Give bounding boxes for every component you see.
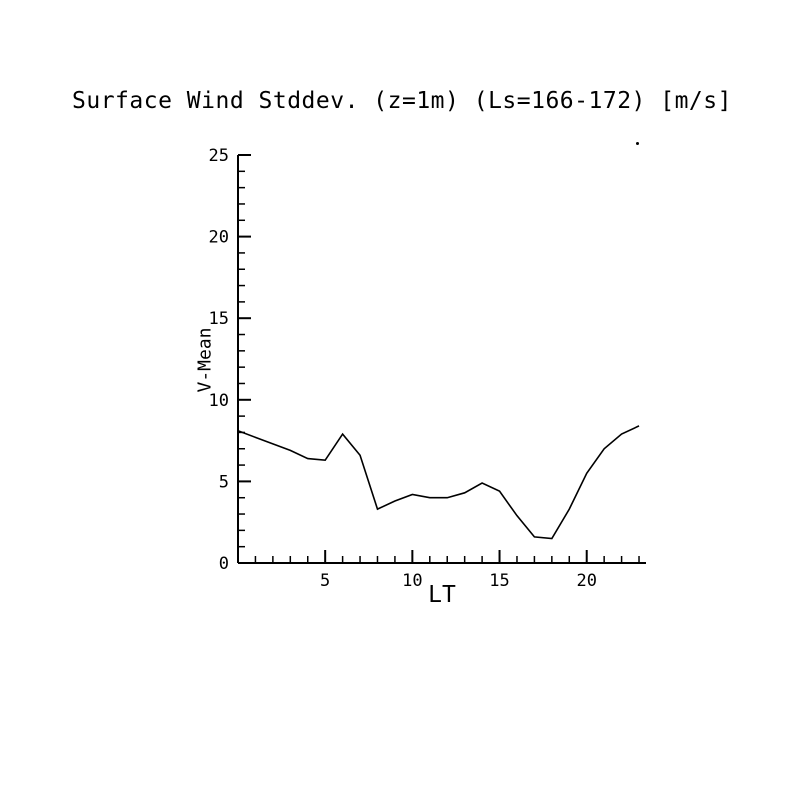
x-tick-label: 20 [576,571,596,591]
y-tick-label: 25 [209,146,229,166]
x-axis-label: LT [428,582,456,608]
y-tick-label: 20 [209,228,229,248]
stray-mark [636,142,639,145]
y-tick-label: 10 [209,391,229,411]
y-tick-label: 0 [219,554,229,574]
data-line [237,425,640,540]
y-tick-label: 15 [209,309,229,329]
chart-title: Surface Wind Stddev. (z=1m) (Ls=166-172)… [72,88,732,114]
x-tick-label: 15 [489,571,509,591]
y-tick-label: 5 [219,472,229,492]
x-tick-label: 10 [402,571,422,591]
x-tick-label: 5 [320,571,330,591]
